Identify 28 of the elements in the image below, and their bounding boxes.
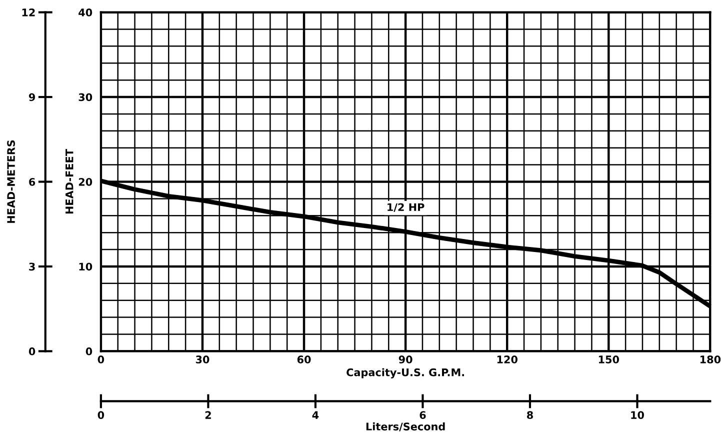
y2-axis-title: HEAD-METERS (7, 140, 15, 223)
x2-tick-label: 4 (312, 411, 319, 419)
y-tick-label: 30 (78, 93, 92, 102)
series-label: 1/2 HP (388, 203, 424, 212)
x2-axis-title: Liters/Second (366, 422, 445, 432)
y-tick-label: 10 (79, 262, 92, 271)
y2-tick-label: 3 (29, 262, 35, 271)
x-tick-label: 180 (700, 356, 721, 364)
y-tick-label: 40 (78, 8, 92, 16)
x-axis-title: Capacity-U.S. G.P.M. (346, 368, 464, 378)
y2-tick-label: 9 (28, 93, 35, 102)
y2-tick-label: 12 (22, 8, 35, 16)
y-tick-label: 20 (78, 178, 92, 186)
x2-tick-label: 10 (631, 411, 644, 419)
x-tick-label: 0 (98, 356, 104, 364)
x-tick-label: 150 (598, 356, 620, 364)
x2-tick-label: 0 (98, 411, 104, 419)
x2-tick-label: 6 (420, 411, 426, 419)
y2-tick-label: 6 (29, 178, 36, 186)
x2-tick-label: 8 (527, 411, 533, 419)
y2-tick-label: 0 (28, 347, 36, 356)
x-tick-label: 90 (398, 356, 412, 364)
x-tick-label: 60 (297, 356, 311, 364)
x-tick-label: 30 (196, 356, 210, 364)
y-tick-label: 0 (86, 347, 92, 356)
y-axis-title: HEAD-FEET (66, 149, 74, 214)
x2-tick-label: 2 (205, 411, 211, 419)
x-tick-label: 120 (497, 356, 518, 364)
